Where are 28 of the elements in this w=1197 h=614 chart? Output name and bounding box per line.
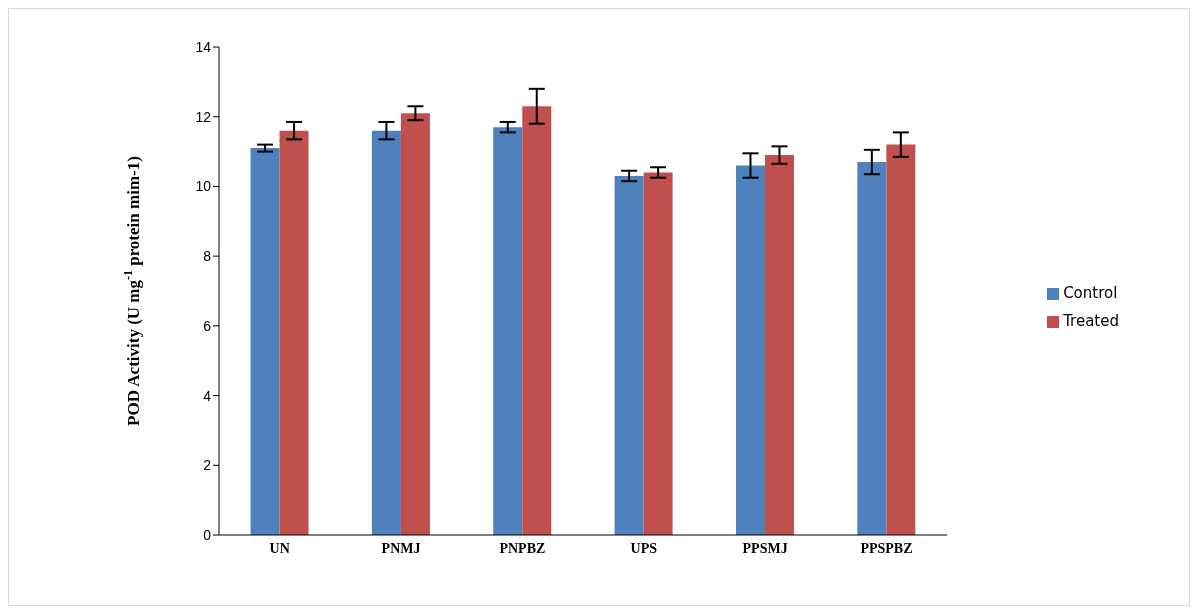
y-tick-label: 6 [203,317,212,334]
bar [764,155,794,535]
x-tick-label: UN [269,540,290,556]
y-tick-label: 12 [195,108,212,125]
bar [493,127,523,535]
bar [643,172,673,535]
x-tick-label: PPSPBZ [860,540,913,556]
y-tick-label: 2 [203,457,212,474]
y-tick-label: 14 [195,38,212,55]
x-tick-label: PPSMJ [742,540,788,556]
bar [279,130,309,535]
bar [522,106,552,535]
legend-label: Control [1063,284,1118,302]
legend-label: Treated [1063,312,1119,330]
x-tick-label: UPS [630,540,658,556]
bar [857,162,887,535]
y-tick-label: 10 [195,178,212,195]
y-tick-label: 0 [203,526,212,543]
x-tick-label: PNMJ [381,540,421,556]
y-tick-label: 4 [203,387,212,404]
y-tick-label: 8 [203,248,212,265]
x-tick-label: PNPBZ [499,540,546,556]
bar [371,130,401,535]
bar [250,148,280,535]
bar [886,144,916,535]
bar [735,165,765,535]
bar [614,175,644,535]
bar [400,113,430,535]
